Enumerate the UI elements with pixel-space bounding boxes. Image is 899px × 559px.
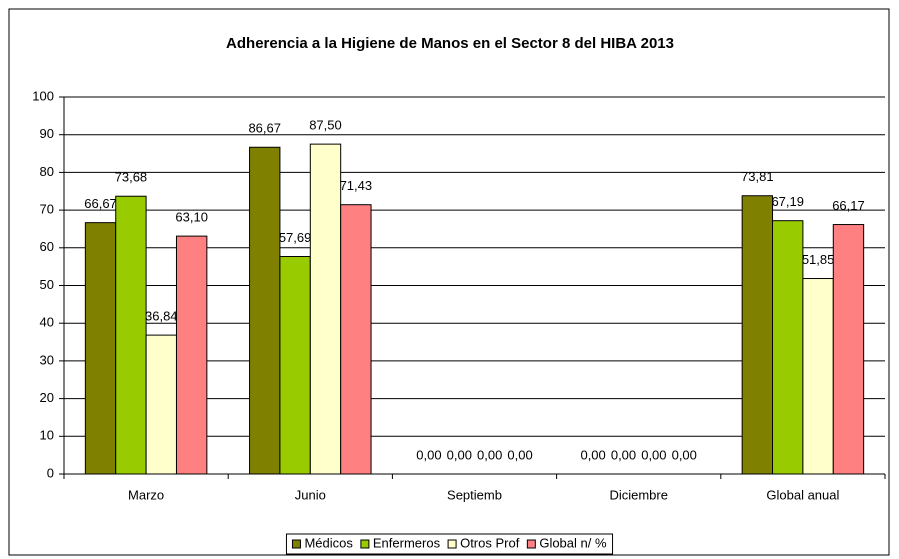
value-label: 0,00 <box>611 447 636 462</box>
value-label: 67,19 <box>771 194 804 209</box>
value-label: 73,81 <box>741 169 774 184</box>
x-tick-label: Septiemb <box>447 487 502 502</box>
legend-label: Médicos <box>304 535 353 550</box>
bar <box>115 195 147 475</box>
bar <box>145 334 177 475</box>
y-tick-label: 50 <box>40 277 54 292</box>
legend-swatch <box>360 539 370 549</box>
bar <box>340 204 372 475</box>
y-tick-label: 70 <box>40 202 54 217</box>
legend-swatch <box>526 539 536 549</box>
value-label: 66,17 <box>832 198 865 213</box>
y-tick-label: 40 <box>40 315 54 330</box>
legend-label: Otros Prof <box>460 535 520 550</box>
value-label: 0,00 <box>507 447 532 462</box>
bar <box>741 195 774 475</box>
y-tick-label: 20 <box>40 390 54 405</box>
value-label: 71,43 <box>340 178 373 193</box>
legend-box <box>285 533 614 555</box>
bar <box>832 224 865 475</box>
value-label: 0,00 <box>416 447 441 462</box>
y-tick-label: 30 <box>40 352 54 367</box>
value-label: 73,68 <box>115 170 148 185</box>
legend-swatch <box>447 539 457 549</box>
value-label: 57,69 <box>279 230 312 245</box>
y-tick-label: 0 <box>47 465 54 480</box>
bar <box>309 143 342 475</box>
value-label: 51,85 <box>802 252 835 267</box>
value-label: 86,67 <box>248 121 281 136</box>
value-label: 0,00 <box>580 447 605 462</box>
chart-title: Adherencia a la Higiene de Manos en el S… <box>226 35 674 52</box>
y-tick-label: 100 <box>32 88 54 103</box>
x-tick-label: Global anual <box>766 487 839 502</box>
legend-label: Enfermeros <box>373 535 441 550</box>
bar <box>802 278 834 475</box>
bar <box>175 235 208 475</box>
x-tick-label: Diciembre <box>609 487 668 502</box>
value-label: 0,00 <box>641 447 666 462</box>
value-label: 0,00 <box>672 447 697 462</box>
legend-label: Global n/ % <box>539 535 607 550</box>
bar <box>772 220 804 475</box>
legend-swatch <box>291 539 301 549</box>
y-tick-label: 10 <box>40 428 54 443</box>
bar <box>249 146 281 475</box>
value-label: 66,67 <box>84 196 117 211</box>
value-label: 63,10 <box>175 210 208 225</box>
x-tick-label: Junio <box>295 487 326 502</box>
x-tick-label: Marzo <box>128 487 164 502</box>
y-tick-label: 60 <box>40 239 54 254</box>
value-label: 0,00 <box>447 447 472 462</box>
value-label: 87,50 <box>309 118 342 133</box>
bar <box>279 256 311 475</box>
value-label: 0,00 <box>477 447 502 462</box>
y-tick-label: 80 <box>40 164 54 179</box>
y-tick-label: 90 <box>40 126 54 141</box>
bar <box>84 222 117 475</box>
value-label: 36,84 <box>145 309 178 324</box>
